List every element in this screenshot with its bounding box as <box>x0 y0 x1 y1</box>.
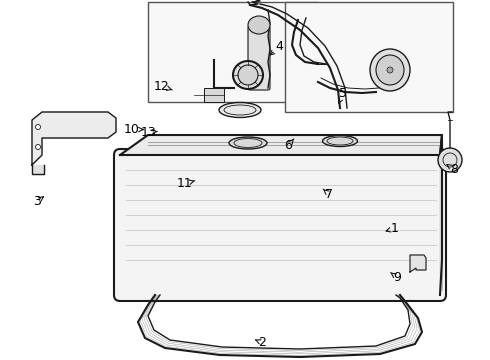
Ellipse shape <box>35 144 41 149</box>
Circle shape <box>438 148 462 172</box>
Text: 10: 10 <box>123 123 143 136</box>
Circle shape <box>387 67 393 73</box>
Ellipse shape <box>35 125 41 130</box>
Text: 11: 11 <box>176 177 195 190</box>
Ellipse shape <box>219 103 261 117</box>
Ellipse shape <box>233 61 263 89</box>
Text: 8: 8 <box>447 163 458 176</box>
Text: 9: 9 <box>391 271 401 284</box>
Polygon shape <box>410 255 426 272</box>
Text: 12: 12 <box>154 80 172 93</box>
Polygon shape <box>440 135 442 295</box>
Text: 6: 6 <box>284 139 294 152</box>
FancyBboxPatch shape <box>248 26 270 90</box>
Ellipse shape <box>248 16 270 34</box>
Text: 7: 7 <box>323 188 333 201</box>
FancyBboxPatch shape <box>114 149 446 301</box>
Bar <box>204 88 224 102</box>
Ellipse shape <box>229 137 267 149</box>
Polygon shape <box>120 135 442 155</box>
Text: 2: 2 <box>256 336 266 349</box>
Text: 4: 4 <box>270 40 283 55</box>
Bar <box>285 2 453 112</box>
Ellipse shape <box>322 135 358 147</box>
Polygon shape <box>32 165 44 174</box>
Ellipse shape <box>376 55 404 85</box>
Polygon shape <box>32 112 116 165</box>
Ellipse shape <box>370 49 410 91</box>
Ellipse shape <box>238 65 258 85</box>
Text: 1: 1 <box>386 222 398 235</box>
Text: 5: 5 <box>339 87 347 103</box>
Text: 3: 3 <box>33 195 44 208</box>
Bar <box>148 2 318 102</box>
Text: 13: 13 <box>141 126 157 139</box>
